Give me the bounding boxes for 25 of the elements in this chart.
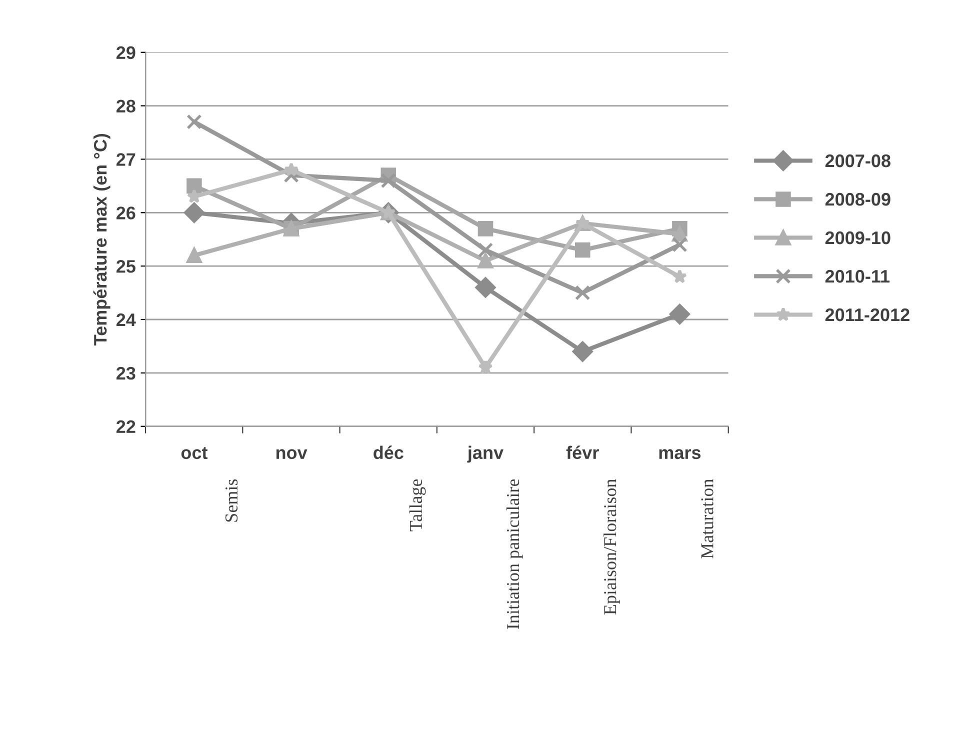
- text: Epiaison/Floraison: [604, 478, 620, 615]
- x-tick-label: janv: [467, 446, 504, 463]
- y-tick-label: 27: [116, 153, 136, 166]
- text: Tallage: [409, 479, 426, 532]
- text: Maturation: [701, 478, 714, 558]
- y-tick-label: 29: [116, 46, 136, 60]
- y-axis-title: Température max (en °C): [93, 134, 110, 346]
- y-tick-label: 22: [116, 420, 136, 433]
- x-tick-label: déc: [374, 446, 404, 460]
- text: Initiation paniculaire: [506, 479, 523, 629]
- y-tick-label: 25: [116, 260, 136, 273]
- y-tick-label: 28: [116, 100, 136, 113]
- legend-label: 2009-10: [825, 231, 890, 244]
- y-tick-label: 26: [116, 206, 136, 220]
- legend-label: 2011-2012: [825, 308, 910, 322]
- x-tick-label: nov: [276, 449, 308, 460]
- x-tick-label: mars: [659, 449, 701, 460]
- legend-label: 2010-11: [825, 270, 890, 283]
- x-tick-label: oct: [181, 447, 208, 460]
- legend-label: 2008-09: [825, 192, 890, 206]
- text: Semis: [225, 479, 238, 522]
- legend-label: 2007-08: [825, 154, 890, 168]
- y-tick-label: 24: [116, 313, 136, 326]
- y-tick-label: 23: [116, 366, 136, 380]
- x-tick-label: févr: [566, 446, 599, 460]
